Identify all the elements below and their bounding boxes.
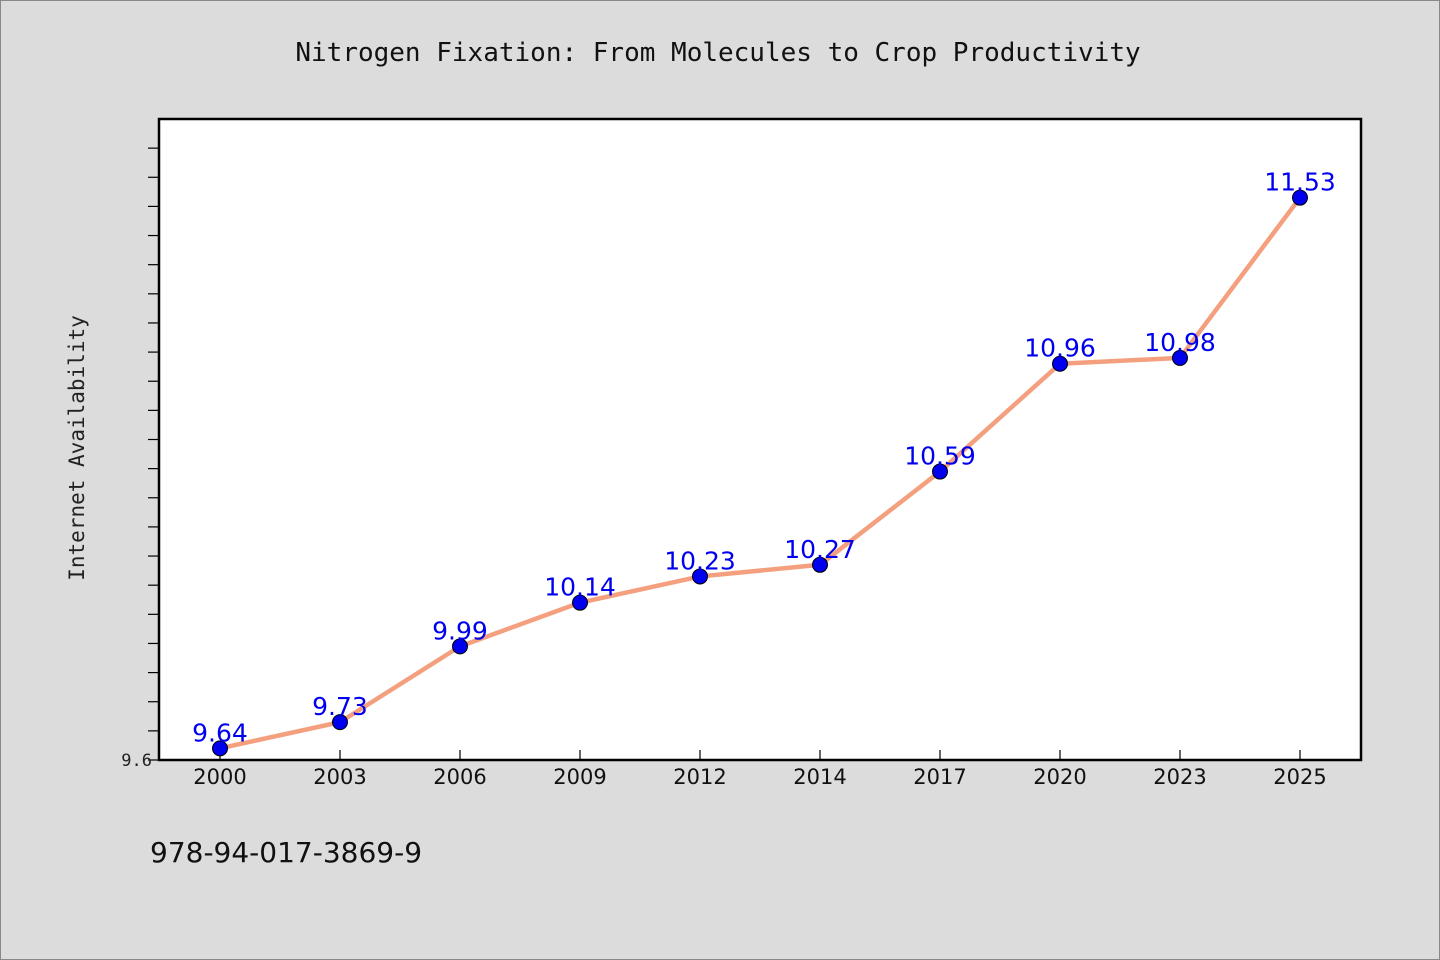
data-label: 9.73 (312, 692, 368, 721)
plot-area (157, 117, 1363, 762)
data-point (812, 556, 828, 573)
x-axis-tick-labels: 2000 2003 2006 2009 2012 2014 2017 2020 2023 2025 (193, 765, 1326, 789)
x-tick-label: 2003 (313, 765, 366, 789)
data-label: 10.96 (1024, 334, 1096, 363)
data-label: 11.53 (1264, 168, 1336, 197)
x-tick-label: 2023 (1153, 765, 1206, 789)
data-label: 10.27 (784, 535, 856, 564)
x-tick-label: 2000 (193, 765, 246, 789)
data-point (452, 638, 468, 655)
data-label: 9.64 (192, 718, 248, 747)
x-tick-label: 2014 (793, 765, 846, 789)
data-label: 10.98 (1144, 328, 1216, 357)
chart-title: Nitrogen Fixation: From Molecules to Cro… (295, 38, 1140, 68)
x-tick-label: 2017 (913, 765, 966, 789)
data-point (1292, 189, 1308, 206)
data-label: 10.23 (664, 546, 736, 575)
data-point (212, 740, 228, 757)
data-label: 10.59 (904, 442, 976, 471)
data-point (692, 568, 708, 585)
data-label: 9.99 (432, 616, 488, 645)
footer-isbn: 978-94-017-3869-9 (150, 836, 422, 869)
x-tick-label: 2009 (553, 765, 606, 789)
data-point (1172, 349, 1188, 366)
x-tick-label: 2006 (433, 765, 486, 789)
data-point (572, 594, 588, 611)
series-line (217, 195, 1303, 751)
data-point (932, 463, 948, 480)
data-label: 10.14 (544, 573, 616, 602)
data-markers (212, 189, 1308, 757)
data-point (332, 714, 348, 731)
y-axis-label: Internet Availability (65, 315, 89, 581)
x-tick-label: 2020 (1033, 765, 1086, 789)
y-tick-label-bottom: 9.6 (121, 751, 152, 771)
data-point (1052, 355, 1068, 372)
data-labels: 9.64 9.73 9.99 10.14 10.23 10.27 10.59 10.96 10.… (192, 168, 1336, 748)
x-tick-label: 2025 (1273, 765, 1326, 789)
y-axis-ticks (148, 147, 159, 761)
x-tick-label: 2012 (673, 765, 726, 789)
